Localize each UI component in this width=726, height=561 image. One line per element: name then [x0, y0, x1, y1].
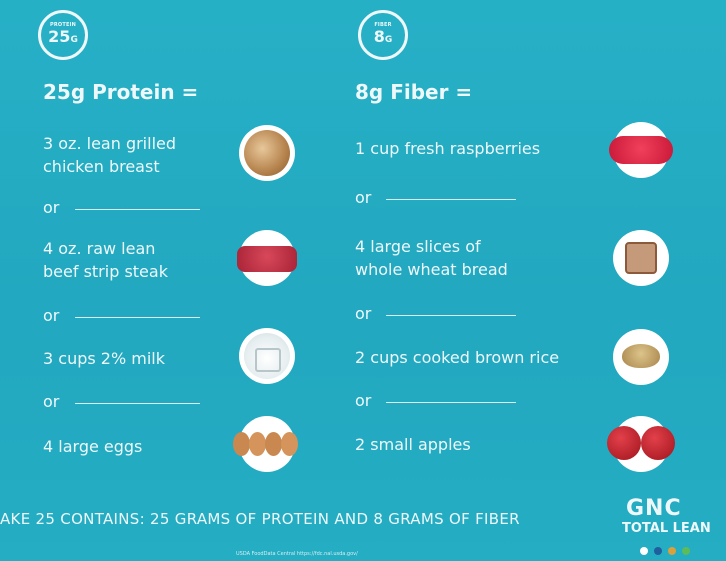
or-separator: or	[43, 198, 60, 217]
or-separator: or	[355, 304, 372, 323]
logo-dot	[654, 547, 662, 555]
gnc-logo: GNC	[626, 496, 682, 521]
protein-heading: 25g Protein =	[43, 80, 199, 104]
item-line: 3 oz. lean grilled	[43, 134, 177, 153]
logo-dot	[640, 547, 648, 555]
protein-item-beef: 4 oz. raw lean beef strip steak	[43, 237, 168, 283]
apples-icon	[607, 416, 675, 472]
milk-measuring-cup-icon	[239, 328, 295, 384]
fiber-item-rice: 2 cups cooked brown rice	[355, 348, 560, 367]
protein-badge: PROTEIN 25G	[38, 10, 88, 60]
total-lean-logo: TOTAL LEAN	[622, 521, 711, 536]
source-footnote: USDA FoodData Central https://fdc.nal.us…	[236, 551, 358, 557]
item-line: beef strip steak	[43, 262, 168, 281]
logo-dot	[682, 547, 690, 555]
or-separator: or	[43, 392, 60, 411]
or-separator: or	[355, 188, 372, 207]
fiber-item-bread: 4 large slices of whole wheat bread	[355, 235, 508, 281]
raspberries-icon	[609, 122, 673, 178]
fiber-badge-label: FIBER	[374, 22, 392, 28]
or-separator: or	[43, 306, 60, 325]
item-line: chicken breast	[43, 157, 160, 176]
fiber-badge-unit: G	[384, 35, 393, 45]
protein-item-chicken: 3 oz. lean grilled chicken breast	[43, 132, 176, 178]
divider	[386, 315, 516, 316]
protein-badge-value: 25	[48, 27, 71, 46]
fiber-badge-value: 8	[373, 27, 385, 46]
fiber-heading: 8g Fiber =	[355, 80, 473, 104]
divider	[386, 199, 516, 200]
item-line: 4 large slices of	[355, 237, 481, 256]
item-line: whole wheat bread	[355, 260, 508, 279]
fiber-item-raspberries: 1 cup fresh raspberries	[355, 139, 541, 158]
or-separator: or	[355, 391, 372, 410]
eggs-icon	[233, 416, 298, 472]
fiber-item-apples: 2 small apples	[355, 435, 471, 454]
protein-item-milk: 3 cups 2% milk	[43, 349, 165, 368]
rice-bowl-icon	[613, 329, 669, 385]
divider	[75, 317, 200, 318]
divider	[386, 402, 516, 403]
logo-dots	[640, 540, 696, 559]
bottom-summary-text: AKE 25 CONTAINS: 25 GRAMS OF PROTEIN AND…	[0, 510, 520, 528]
protein-badge-label: PROTEIN	[49, 22, 77, 28]
protein-badge-unit: G	[70, 35, 78, 45]
item-line: 4 oz. raw lean	[43, 239, 156, 258]
divider	[75, 209, 200, 210]
chicken-bowl-icon	[239, 125, 295, 181]
logo-dot	[668, 547, 676, 555]
beef-cubes-icon	[237, 230, 297, 286]
fiber-badge: FIBER 8G	[358, 10, 408, 60]
divider	[75, 403, 200, 404]
bread-slices-icon	[613, 230, 669, 286]
protein-item-eggs: 4 large eggs	[43, 437, 143, 456]
